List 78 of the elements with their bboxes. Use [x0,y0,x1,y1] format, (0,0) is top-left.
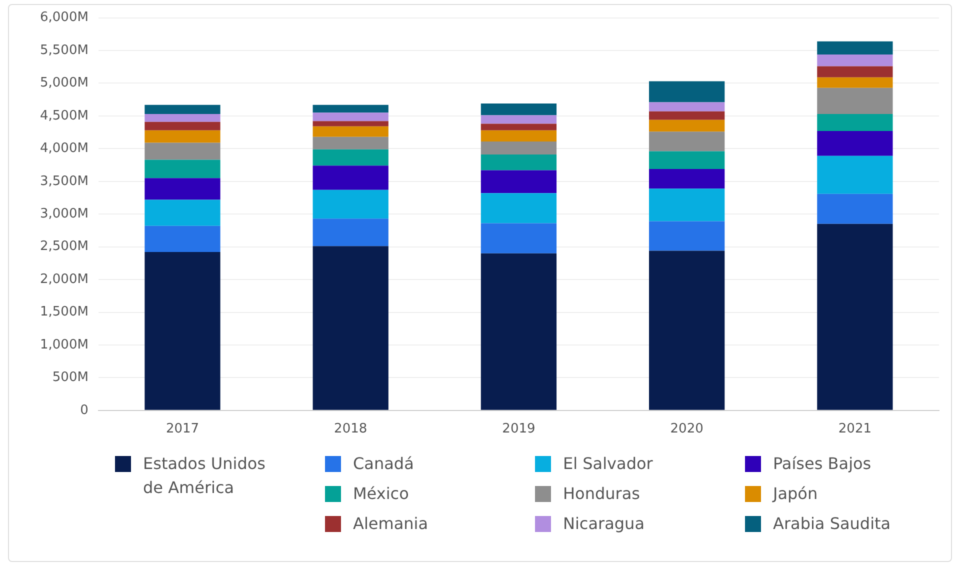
bar [649,188,725,222]
bar [649,151,725,169]
bar [649,120,725,132]
bar [312,121,388,126]
bar [817,131,893,156]
legend-label: Estados Unidos de América [143,453,266,499]
bar [649,111,725,120]
bar [649,102,725,112]
bar [480,154,557,170]
bar [144,142,220,160]
bar [312,104,388,113]
y-tick-label: 2,500M [40,239,88,254]
y-tick-label: 3,500M [40,174,88,189]
bar [817,41,893,54]
legend-label: Canadá [353,453,415,475]
bar [817,66,893,78]
y-tick-label: 2,000M [40,272,88,287]
bar [817,77,893,88]
x-tick-label: 2017 [166,422,200,437]
bar [480,141,557,155]
bar [312,190,388,219]
bar [649,168,725,189]
bar [817,54,893,66]
x-tick-label: 2018 [334,422,368,437]
bar [312,126,388,137]
bar [144,104,220,114]
y-tick-label: 3,000M [40,206,88,222]
bar [480,223,557,254]
bar [817,88,893,114]
bar [480,115,557,124]
y-tick-label: 4,500M [40,108,88,124]
bar [144,130,220,143]
bar [817,156,893,194]
x-tick-label: 2021 [838,422,872,437]
bar [480,193,557,224]
bar [817,224,893,410]
bar [144,200,220,226]
bar [144,226,220,252]
y-tick-label: 6,000M [40,10,88,26]
bar [817,194,893,224]
bar [144,160,220,178]
bar [649,132,725,152]
bar [817,114,893,131]
legend-label: Honduras [563,483,641,505]
bar [649,81,725,102]
y-tick-label: 1,000M [40,337,88,352]
bar [480,124,557,130]
legend-label: Alemania [353,513,430,535]
bar [144,122,220,130]
bar [312,218,388,246]
legend-label: Japón [773,483,819,505]
legend-label: Nicaragua [563,513,646,535]
bar [649,221,725,251]
legend-label: Arabia Saudita [773,513,892,535]
y-tick-label: 0 [80,402,88,418]
legend-label: Países Bajos [773,453,872,475]
bar [312,246,388,410]
x-tick-label: 2019 [502,422,536,437]
bar [312,136,388,150]
bar [144,114,220,122]
bar [144,178,220,200]
bar [480,104,557,116]
y-tick-label: 4,000M [40,141,88,156]
bar [480,253,557,410]
bar [144,252,220,410]
legend-label: México [353,483,410,505]
bar [649,250,725,410]
x-tick-label: 2020 [670,422,704,437]
y-tick-label: 5,000M [40,76,88,91]
bar [312,149,388,166]
legend-label: El Salvador [563,453,654,475]
y-tick-label: 5,500M [40,42,88,58]
bar [480,170,557,194]
y-tick-label: 1,500M [40,304,88,320]
bar [480,130,557,142]
y-tick-label: 500M [52,370,88,386]
bar [312,166,388,190]
bar [312,112,388,122]
